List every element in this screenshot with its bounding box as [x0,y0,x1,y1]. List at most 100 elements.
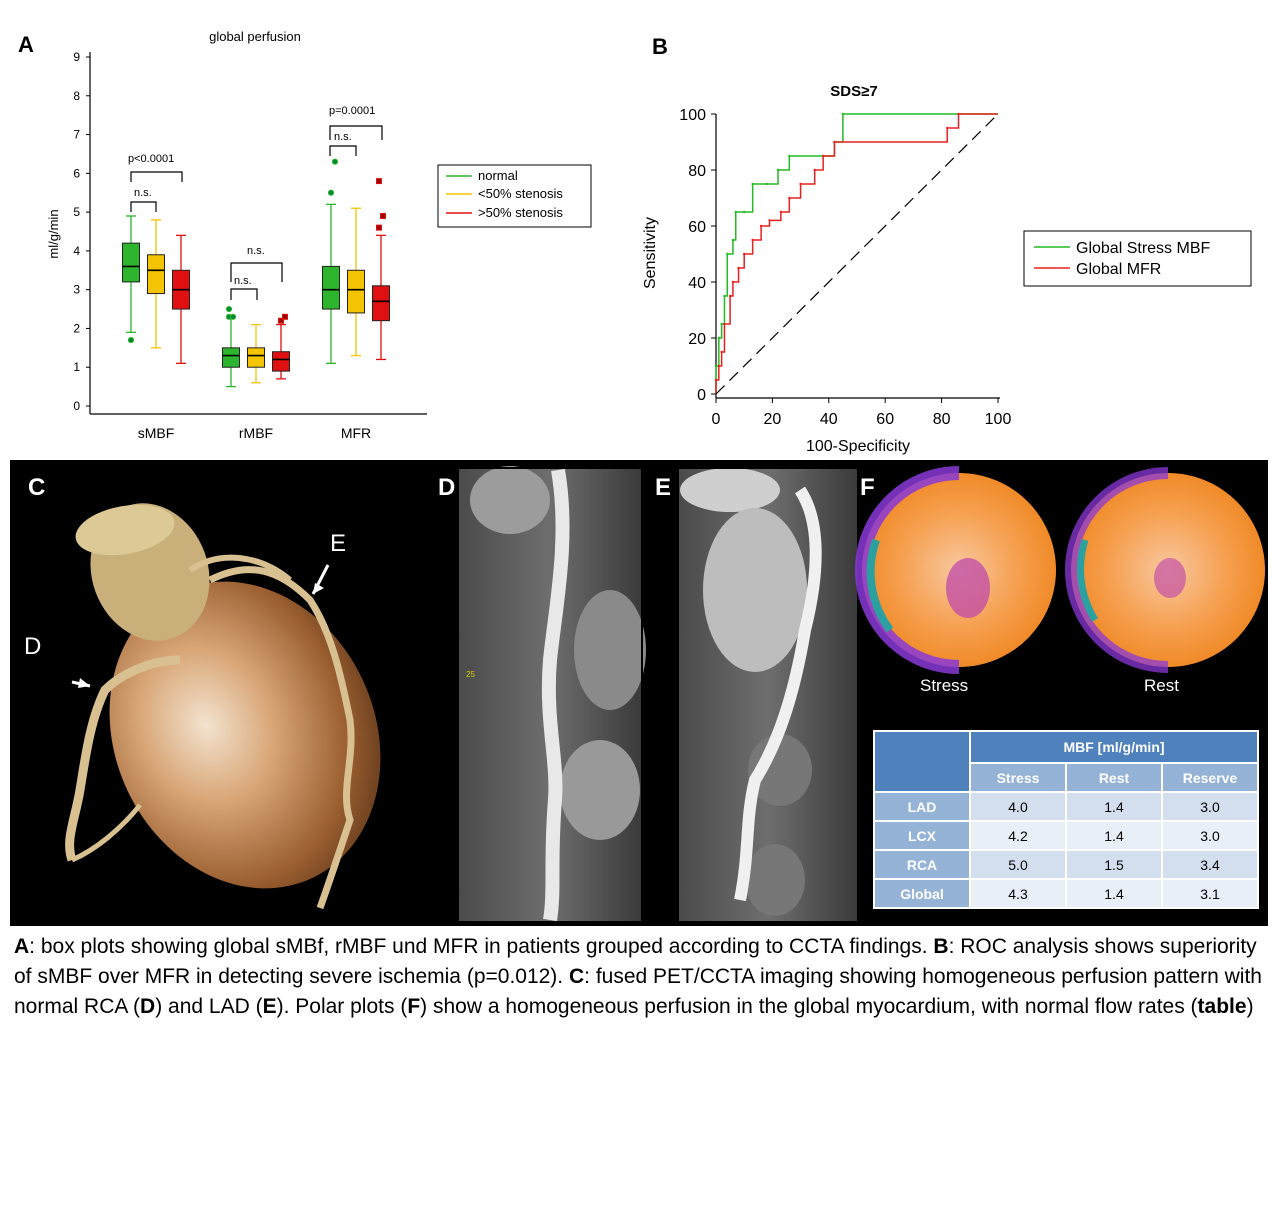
table-corner [873,730,971,793]
roc-point [957,112,960,116]
ct-rca-image [457,466,646,923]
y-tick-label: 5 [73,205,80,219]
roc-point [717,336,721,340]
roc-point [717,364,721,368]
roc-point [776,168,780,172]
roc-point [813,168,816,172]
y-tick-label: 0 [73,399,80,413]
roc-point [946,126,949,130]
roc-y-tick-label: 80 [688,163,706,180]
table-cell: 3.0 [1161,820,1259,851]
fused-heart-rendering [65,503,381,910]
box-outlier [331,158,339,165]
roc-xlabel: 100-Specificity [806,438,910,455]
roc-point [833,140,836,144]
roc-y-tick-label: 60 [688,219,706,236]
caption-text-4: ) and LAD ( [155,995,263,1018]
ct-scale-tag: 25 [466,670,475,679]
rmbf-ns-outer-label: n.s. [247,245,265,257]
smbf-p-bracket [130,171,183,182]
y-tick-label: 3 [73,283,80,297]
box-2-2 [372,178,390,361]
panel-letter-e: E [655,474,672,501]
row-label: LCX [873,820,971,851]
mbf-table: MBF [ml/g/min] Stress Rest Reserve LAD 4… [873,730,1259,909]
vessel-label-d: D [24,633,42,660]
column-header-rest: Rest [1065,762,1163,793]
legend-label-gt50: >50% stenosis [478,205,563,220]
table-cell: 3.0 [1161,791,1259,822]
row-label: LAD [873,791,971,822]
box-1-2 [272,313,290,380]
y-tick-label: 9 [73,50,80,64]
box-body [347,269,365,314]
roc-point [765,182,768,186]
roc-point [821,154,825,158]
y-tick-label: 4 [73,244,80,258]
roc-x-tick-label: 80 [933,411,951,428]
figure-caption: A: box plots showing global sMBf, rMBF u… [14,932,1264,1022]
roc-series-line-1 [715,113,998,394]
box-outlier [127,336,135,344]
roc-point [841,112,845,116]
rmbf-ns-inner-label: n.s. [234,275,252,287]
caption-text-3: : fused PET/CCTA imaging showing homogen… [14,965,1262,1018]
category-label-rmbf: rMBF [239,425,273,441]
roc-y-tick-label: 20 [688,331,706,348]
panel-letter-c: C [28,474,46,501]
box-outlier [376,224,382,231]
table-header: MBF [ml/g/min] [969,730,1259,764]
roc-legend: Global Stress MBF Global MFR [1023,230,1252,287]
roc-ylabel: Sensitivity [642,217,659,289]
imaging-illustration [65,466,1265,923]
roc-point [731,280,735,284]
table-cell: 3.4 [1161,849,1259,880]
polar-plot-stress [855,466,1056,674]
roc-point [734,210,737,214]
caption-text-6: ) show a homogeneous perfusion in the gl… [420,995,1198,1018]
box-body [122,242,140,283]
caption-ref-d: D [140,995,156,1018]
y-tick-label: 7 [73,128,80,142]
stress-label: Stress [920,676,969,695]
roc-reference-line [715,113,999,395]
roc-point [799,182,802,186]
roc-point [723,322,726,326]
table-cell: 4.2 [969,820,1067,851]
table-cell: 1.4 [1065,878,1163,909]
box-plot-ylabel: ml/g/min [46,209,61,258]
caption-ref-b: B [933,935,949,958]
roc-x-tick-label: 0 [712,411,721,428]
roc-point [743,252,746,256]
roc-point [743,210,746,214]
box-body [272,351,290,372]
polar-plot-rest [1065,467,1265,673]
panel-letter-a: A [18,32,34,57]
caption-ref-table: table [1197,995,1247,1018]
table-cell: 3.1 [1161,878,1259,909]
caption-ref-e: E [262,995,277,1018]
table-row: LCX 4.2 1.4 3.0 [873,820,1259,851]
table-row: Global 4.3 1.4 3.1 [873,878,1259,909]
box-body [147,254,165,295]
roc-point [768,219,771,222]
y-tick-label: 2 [73,321,80,335]
caption-ref-a: A [14,935,30,958]
box-outlier [282,313,288,320]
roc-x-tick-label: 40 [820,411,838,428]
roc-point [720,350,723,354]
box-0-2 [172,234,190,364]
roc-point [788,196,791,200]
mfr-p-bracket [329,125,383,140]
vessel-label-e: E [330,530,347,557]
table-cell: 1.4 [1065,820,1163,851]
smbf-ns-bracket [130,201,157,212]
caption-text-5: ). Polar plots ( [276,995,408,1018]
box-body [322,265,340,310]
table-row: RCA 5.0 1.5 3.4 [873,849,1259,880]
caption-text-2: : ROC analysis shows superiority of sMBF… [14,935,1257,988]
panel-letter-f: F [860,474,875,501]
roc-point [726,252,729,256]
box-outlier [327,189,335,196]
legend-label-normal: normal [478,168,518,183]
